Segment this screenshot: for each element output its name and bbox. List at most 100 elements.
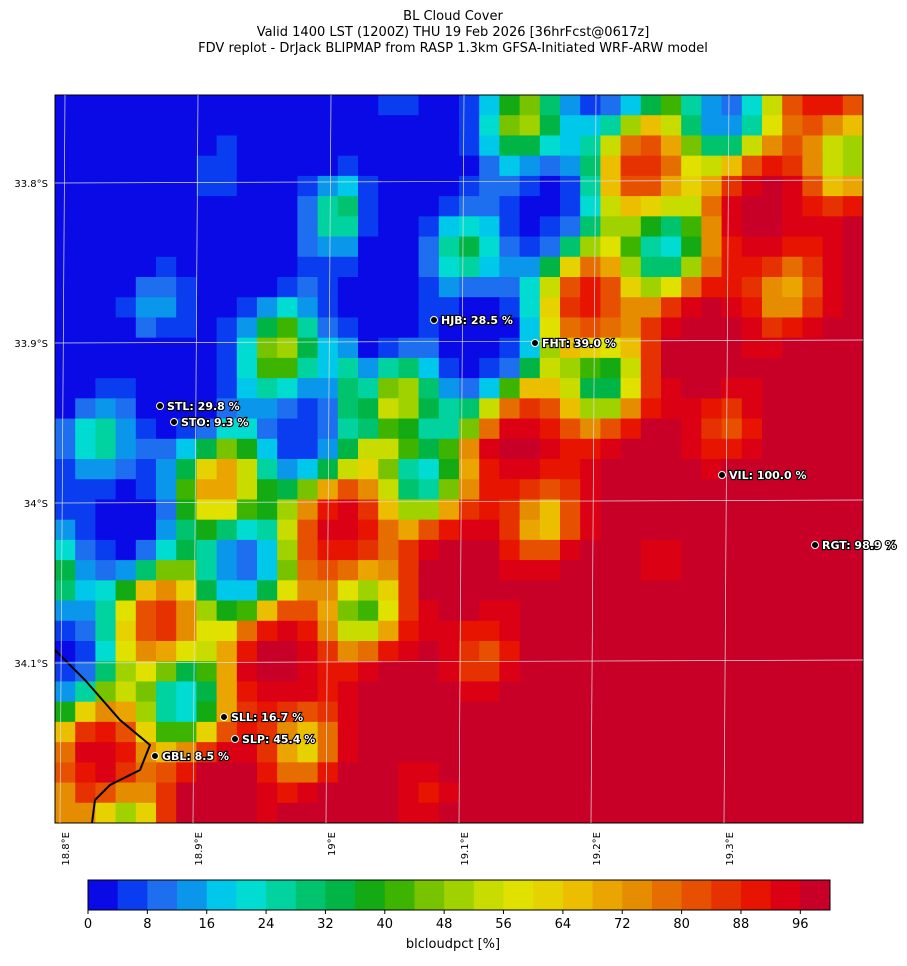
- cell: [398, 742, 420, 763]
- cell: [802, 418, 824, 440]
- colorbar-swatch: [88, 880, 119, 910]
- cell: [721, 641, 743, 662]
- cell: [216, 519, 238, 541]
- cell: [681, 762, 702, 784]
- cell: [216, 155, 238, 177]
- cell: [802, 459, 824, 480]
- cell: [438, 519, 460, 541]
- cell: [580, 661, 601, 682]
- cell: [479, 277, 500, 298]
- cell: [378, 580, 399, 602]
- cell: [337, 479, 359, 500]
- cell: [459, 701, 480, 723]
- cell: [782, 539, 803, 561]
- cell: [115, 620, 137, 642]
- colorbar-label: blcloudpct [%]: [406, 937, 500, 952]
- cell: [640, 580, 662, 602]
- cell: [398, 600, 420, 622]
- cell: [842, 216, 864, 238]
- cell: [640, 802, 662, 824]
- cell: [580, 256, 601, 278]
- cell: [822, 378, 844, 399]
- cell: [459, 337, 480, 359]
- cell: [358, 742, 379, 763]
- cell: [418, 802, 440, 824]
- cell: [640, 95, 662, 116]
- cell: [277, 337, 298, 359]
- cell: [438, 560, 460, 581]
- cell: [156, 782, 177, 804]
- cell: [257, 661, 278, 682]
- cell: [560, 115, 581, 136]
- cell: [822, 175, 844, 197]
- cell: [600, 256, 622, 278]
- cell: [499, 95, 521, 116]
- cell: [741, 539, 763, 561]
- cell: [842, 378, 864, 399]
- cell: [398, 135, 420, 157]
- cell: [297, 580, 319, 602]
- cell: [661, 357, 682, 379]
- cell: [317, 438, 339, 460]
- cell: [277, 620, 298, 642]
- cell: [620, 256, 642, 278]
- cell: [802, 115, 824, 136]
- cell: [782, 701, 803, 723]
- cell: [115, 641, 137, 662]
- cell: [438, 499, 460, 521]
- cell: [701, 641, 723, 662]
- cell: [156, 721, 177, 743]
- cell: [277, 499, 298, 521]
- cell: [378, 600, 399, 622]
- cell: [721, 256, 743, 278]
- cell: [95, 337, 117, 359]
- cell: [176, 418, 197, 440]
- cell: [762, 115, 783, 136]
- cell: [216, 317, 238, 339]
- cell: [762, 317, 783, 339]
- cell: [75, 95, 96, 116]
- cell: [459, 398, 480, 420]
- cell: [802, 135, 824, 157]
- cell: [176, 620, 197, 642]
- cell: [681, 742, 702, 763]
- cell: [802, 378, 824, 399]
- cell: [55, 236, 76, 258]
- cell: [560, 175, 581, 197]
- station-marker: [231, 735, 239, 743]
- cell: [438, 438, 460, 460]
- cell: [499, 802, 521, 824]
- cell: [135, 236, 157, 258]
- colorbar-tick-label: 88: [733, 917, 750, 932]
- cell: [216, 175, 238, 197]
- cell: [156, 337, 177, 359]
- cell: [539, 115, 561, 136]
- cell: [822, 196, 844, 217]
- cell: [560, 560, 581, 581]
- cell: [176, 95, 197, 116]
- cell: [337, 600, 359, 622]
- cell: [236, 560, 258, 581]
- cell: [55, 135, 76, 157]
- cell: [681, 196, 702, 217]
- cell: [600, 782, 622, 804]
- cell: [156, 499, 177, 521]
- cell: [317, 378, 339, 399]
- cell: [721, 580, 743, 602]
- cell: [782, 236, 803, 258]
- cell: [762, 721, 783, 743]
- cell: [55, 762, 76, 784]
- cell: [55, 519, 76, 541]
- cell: [358, 459, 379, 480]
- cell: [539, 580, 561, 602]
- cell: [802, 357, 824, 379]
- cell: [398, 155, 420, 177]
- cell: [95, 398, 117, 420]
- cell: [337, 762, 359, 784]
- cell: [75, 196, 96, 217]
- cell: [317, 357, 339, 379]
- cell: [358, 297, 379, 318]
- cell: [782, 661, 803, 682]
- cell: [519, 802, 541, 824]
- cell: [358, 762, 379, 784]
